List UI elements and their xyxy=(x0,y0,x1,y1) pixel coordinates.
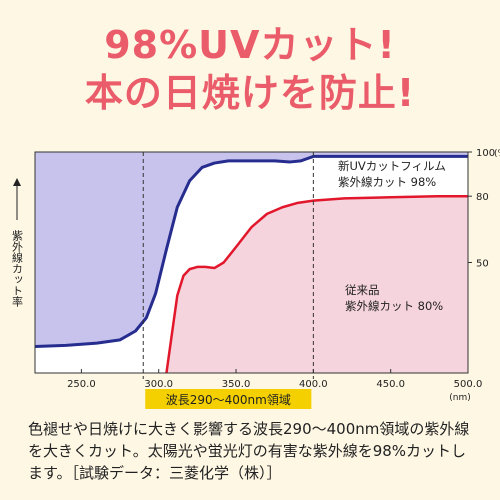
conventional-label-line1: 従来品 xyxy=(345,283,380,297)
new-film-area xyxy=(35,152,468,347)
band-label-box xyxy=(145,389,312,409)
headline-line-1: 98%UVカット! xyxy=(104,23,396,67)
x-tick-label-1: 300.0 xyxy=(144,379,173,390)
x-unit-label: (nm) xyxy=(449,393,471,403)
x-tick-label-0: 250.0 xyxy=(67,379,96,390)
description-caption: 色褪せや日焼けに大きく影響する波長290〜400nm領域の紫外線を大きくカット。… xyxy=(28,420,470,482)
x-tick-label-5: 500.0 xyxy=(454,379,483,390)
new-film-label-line1: 新UVカットフィルム xyxy=(338,159,446,173)
x-tick-label-4: 450.0 xyxy=(376,379,405,390)
x-tick-label-2: 350.0 xyxy=(222,379,251,390)
y-tick-label-1: 80 xyxy=(476,192,489,203)
conventional-label-line2: 紫外線カット 80% xyxy=(345,299,443,313)
band-label: 波長290〜400nm領域 xyxy=(166,392,291,407)
y-axis-arrow-head xyxy=(13,178,21,186)
y-tick-label-0: 100 xyxy=(476,148,495,159)
new-film-line xyxy=(34,154,468,348)
uv-cut-chart: 波長290〜400nm領域 250.0 300.0 350.0 400.0 450.0 5… xyxy=(11,148,500,409)
x-tick-label-3: 400.0 xyxy=(299,379,328,390)
headline-line-2: 本の日焼けを防止! xyxy=(84,71,416,115)
y-axis-label: 紫外線カット率 xyxy=(11,230,24,308)
y-unit-label: (%) xyxy=(494,149,500,159)
y-tick-label-2: 50 xyxy=(476,259,489,270)
conventional-line xyxy=(165,194,468,374)
new-film-label-line2: 紫外線カット 98% xyxy=(338,175,436,189)
